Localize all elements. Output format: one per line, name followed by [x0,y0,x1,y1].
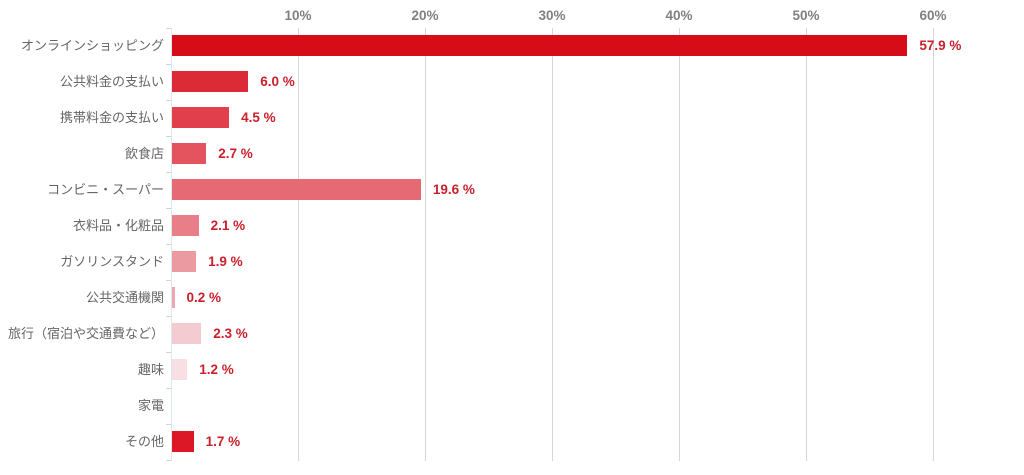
bar [172,215,199,236]
bar [172,287,175,308]
category-label: 家電 [137,398,164,413]
gridline [425,28,426,461]
value-label: 0.2 % [186,290,222,305]
category-label: 趣味 [137,362,164,377]
y-axis-tick [166,460,171,461]
category-label: 旅行（宿泊や交通費など） [7,326,164,341]
y-axis-tick [166,352,171,353]
y-axis-tick [166,244,171,245]
category-label: ガソリンスタンド [60,254,164,269]
category-label: 公共料金の支払い [59,74,164,89]
x-tick-label: 10% [284,8,312,23]
value-label: 1.9 % [208,254,243,269]
x-tick-label: 50% [792,8,820,23]
value-label: 2.1 % [210,218,246,233]
value-label: 2.3 % [213,326,248,341]
y-axis-tick [166,280,171,281]
x-tick-label: 40% [665,8,693,23]
value-label: 6.0 % [260,74,295,89]
x-tick-label: 30% [538,8,566,23]
bar [172,251,197,272]
y-axis-tick [166,388,171,389]
category-label: オンラインショッピング [20,38,164,53]
y-axis-tick [166,172,171,173]
y-axis-tick [166,28,171,29]
value-label: 4.5 % [241,110,276,125]
y-axis-line [171,28,172,461]
bar [172,323,202,344]
x-tick-label: 20% [411,8,439,23]
gridline [552,28,553,461]
category-label: 衣料品・化粧品 [72,218,164,233]
category-label: 携帯料金の支払い [59,110,164,125]
category-label: コンビニ・スーパー [47,182,164,197]
y-axis-tick [166,316,171,317]
category-label: 公共交通機関 [85,290,164,305]
bar [172,35,908,56]
bar [172,431,194,452]
category-label: 飲食店 [124,146,164,161]
bar [172,107,230,128]
y-axis-tick [166,100,171,101]
value-label: 19.6 % [432,182,475,197]
gridline [933,28,934,461]
y-axis-tick [166,424,171,425]
category-label: その他 [124,434,164,449]
bar [172,359,188,380]
gridline [806,28,807,461]
gridline [298,28,299,461]
gridline [679,28,680,461]
value-label: 1.7 % [205,434,241,449]
value-label: 2.7 % [218,146,253,161]
y-axis-tick [166,136,171,137]
y-axis-tick [166,208,171,209]
bar [172,71,249,92]
value-label: 57.9 % [919,38,962,53]
bar [172,143,207,164]
y-axis-tick [166,64,171,65]
x-tick-label: 60% [919,8,947,23]
bar [172,179,421,200]
value-label: 1.2 % [199,362,234,377]
